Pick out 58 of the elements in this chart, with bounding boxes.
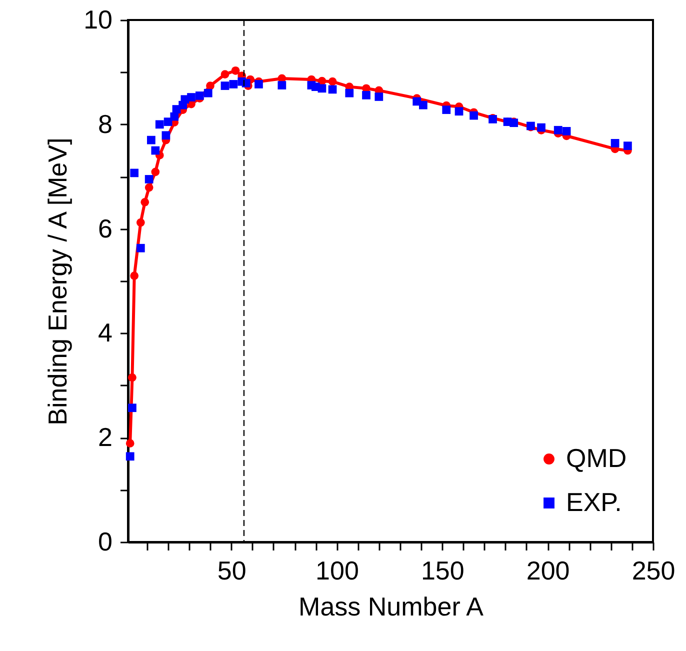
point bbox=[140, 198, 150, 206]
point bbox=[144, 175, 154, 184]
x-tick-label: 200 bbox=[526, 556, 570, 586]
y-tick-label: 6 bbox=[98, 213, 112, 244]
point bbox=[136, 218, 145, 227]
point bbox=[136, 244, 145, 252]
y-axis-title: Binding Energy / A [MeV] bbox=[42, 138, 73, 426]
point bbox=[144, 183, 154, 192]
y-tick-label: 2 bbox=[98, 422, 112, 452]
point bbox=[206, 82, 214, 90]
point bbox=[362, 90, 370, 100]
y-tick-label: 10 bbox=[84, 4, 112, 34]
point bbox=[419, 100, 428, 110]
point bbox=[220, 82, 230, 90]
point bbox=[128, 373, 136, 382]
point bbox=[204, 88, 212, 98]
x-tick-label: 150 bbox=[420, 556, 464, 586]
point bbox=[130, 272, 139, 280]
point bbox=[151, 168, 160, 176]
point bbox=[537, 123, 546, 132]
point bbox=[126, 439, 134, 448]
point bbox=[147, 136, 156, 144]
point bbox=[328, 77, 337, 86]
point bbox=[278, 81, 286, 90]
point bbox=[130, 168, 139, 178]
point bbox=[231, 66, 240, 75]
point bbox=[162, 131, 170, 140]
y-tick-label: 8 bbox=[98, 108, 112, 139]
point bbox=[220, 70, 230, 78]
point bbox=[318, 84, 326, 93]
point bbox=[128, 404, 136, 412]
point bbox=[242, 78, 250, 88]
x-tick-label: 50 bbox=[217, 556, 246, 586]
point bbox=[254, 80, 263, 88]
point bbox=[328, 85, 337, 94]
point bbox=[229, 80, 238, 88]
point bbox=[454, 107, 464, 116]
point bbox=[155, 120, 164, 129]
point bbox=[610, 139, 620, 148]
point bbox=[345, 88, 354, 98]
x-tick-label: 100 bbox=[316, 556, 359, 586]
x-tick-label: 250 bbox=[632, 556, 676, 586]
legend-label: QMD bbox=[566, 443, 627, 473]
x-axis-title: Mass Number A bbox=[298, 592, 484, 622]
point bbox=[470, 111, 478, 120]
point bbox=[374, 92, 384, 101]
point bbox=[126, 452, 134, 461]
point bbox=[151, 146, 160, 155]
point bbox=[624, 142, 632, 150]
point bbox=[562, 127, 571, 136]
point bbox=[170, 112, 179, 121]
point bbox=[187, 93, 196, 102]
point bbox=[554, 126, 562, 134]
y-tick-label: 4 bbox=[98, 318, 112, 348]
point bbox=[442, 106, 451, 114]
point bbox=[196, 92, 204, 100]
legend-label: EXP. bbox=[566, 487, 622, 517]
y-tick-label: 0 bbox=[98, 526, 112, 556]
